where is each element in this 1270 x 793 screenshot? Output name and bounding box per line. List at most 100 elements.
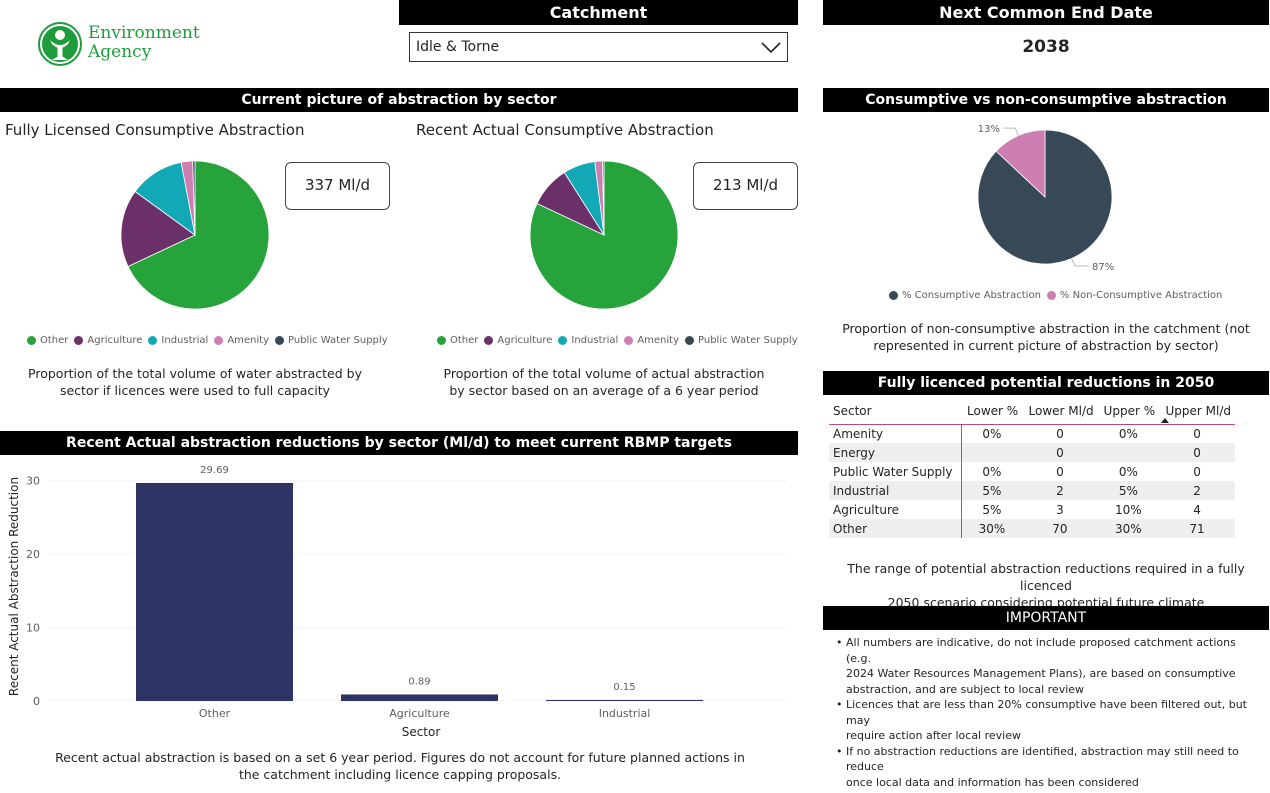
- pie-slice-agriculture[interactable]: [120, 190, 196, 268]
- table-column-header[interactable]: Sector: [829, 398, 962, 425]
- table-cell-value: 10%: [1115, 502, 1142, 517]
- licensed-kpi-card: 337 Ml/d: [285, 162, 390, 210]
- table-cell-sector: Other: [829, 519, 962, 538]
- table-cell-value: [961, 443, 1023, 462]
- important-note-line: If no abstraction reductions are identif…: [846, 744, 1239, 774]
- y-tick-label: 20: [26, 548, 40, 561]
- table-cell-value: 0%: [1118, 426, 1138, 441]
- reductions-2050-header: Fully licenced potential reductions in 2…: [823, 371, 1269, 395]
- important-note-line: All numbers are indicative, do not inclu…: [846, 636, 1236, 665]
- table-cell-value: 2: [1022, 481, 1098, 500]
- environment-agency-logo: Environment Agency: [38, 22, 208, 68]
- bar-other[interactable]: [136, 482, 293, 701]
- pie-slice-non-consumptive-abstraction[interactable]: [995, 129, 1046, 198]
- legend-marker-icon: [74, 336, 84, 345]
- bar-industrial[interactable]: [546, 699, 703, 701]
- table-cell-value: 0%: [1118, 464, 1138, 479]
- legend-item-label[interactable]: Public Water Supply: [288, 335, 388, 346]
- table-column-header[interactable]: Upper Ml/d: [1159, 398, 1235, 425]
- table-column-header[interactable]: Lower %: [961, 398, 1023, 425]
- important-note-line: abstraction, and are subject to local re…: [846, 682, 1085, 696]
- legend-item-label[interactable]: Amenity: [227, 335, 270, 346]
- legend-item-label[interactable]: Amenity: [637, 335, 680, 346]
- table-cell-value: [1097, 443, 1160, 462]
- table-cell-value: 30%: [961, 519, 1023, 538]
- important-note-line: If a licence has a “Hands off Flow” (HOF…: [846, 790, 1262, 793]
- important-note-item: If no abstraction reductions are identif…: [832, 744, 1262, 791]
- legend-item-label[interactable]: Agriculture: [87, 335, 143, 346]
- important-note-line: require action after local review: [846, 729, 1021, 742]
- table-column-header[interactable]: Lower Ml/d: [1022, 398, 1098, 425]
- legend-item-label[interactable]: Industrial: [571, 335, 619, 346]
- important-note-item: Licences that are less than 20% consumpt…: [832, 697, 1262, 744]
- table-row: Public Water Supply 0% 0 0% 0: [829, 462, 1235, 481]
- important-header: IMPORTANT: [823, 606, 1269, 630]
- sort-descending-icon[interactable]: [1161, 418, 1169, 423]
- table-row: Other 30% 70 30% 71: [829, 519, 1235, 538]
- actual-pie-legend: Other Agriculture Industrial Amenity Public …: [437, 335, 798, 346]
- table-cell-value: 0: [1056, 426, 1064, 441]
- pie-leader-line: [1002, 127, 1019, 136]
- consumptive-pie-chart: 87% 13%: [977, 124, 1114, 273]
- pie-slice-public-water-supply[interactable]: [602, 160, 605, 236]
- bar-chart-caption-line1: Recent actual abstraction is based on a …: [55, 750, 745, 765]
- legend-marker-icon: [148, 336, 158, 345]
- table-cell-value: 0%: [982, 464, 1002, 479]
- pie-leader-line: [1071, 258, 1090, 267]
- legend-marker-icon: [624, 336, 634, 345]
- important-note-item: All numbers are indicative, do not inclu…: [832, 635, 1262, 697]
- bar-chart-header: Recent Actual abstraction reductions by …: [0, 431, 798, 455]
- table-column-header[interactable]: Upper %: [1097, 398, 1160, 425]
- consumptive-caption-line2: represented in current picture of abstra…: [873, 338, 1219, 353]
- actual-chart-title: Recent Actual Consumptive Abstraction: [416, 121, 714, 139]
- reductions-2050-caption: The range of potential abstraction reduc…: [823, 560, 1269, 611]
- actual-caption-line1: Proportion of the total volume of actual…: [443, 366, 765, 381]
- important-note-item: If a licence has a “Hands off Flow” (HOF…: [832, 790, 1262, 793]
- end-date-header: Next Common End Date: [823, 0, 1269, 25]
- table-cell-sector: Agriculture: [829, 500, 962, 519]
- legend-marker-icon: [889, 291, 898, 300]
- licensed-caption-line2: sector if licences were used to full cap…: [59, 383, 331, 398]
- bar-chart-caption-line2: the catchment including licence capping …: [238, 767, 562, 782]
- table-cell-value: 5%: [982, 502, 1002, 517]
- legend-item-label[interactable]: Other: [450, 335, 479, 346]
- table-cell-value: 2: [1159, 481, 1235, 500]
- catchment-dropdown[interactable]: Idle & Torne: [409, 32, 788, 62]
- legend-item-label[interactable]: % Non-Consumptive Abstraction: [1059, 290, 1223, 301]
- bar-chart-caption: Recent actual abstraction is based on a …: [0, 749, 800, 783]
- important-note-line: 2024 Water Resources Management Plans), …: [846, 667, 1236, 680]
- legend-marker-icon: [214, 336, 224, 345]
- pie-slice-other[interactable]: [127, 160, 270, 310]
- consumptive-caption-line1: Proportion of non-consumptive abstractio…: [842, 321, 1250, 336]
- legend-item-label[interactable]: Public Water Supply: [698, 335, 798, 346]
- bar-data-label: 0.15: [613, 682, 635, 693]
- table-cell-value: 3: [1056, 502, 1064, 517]
- x-tick-label: Industrial: [599, 707, 651, 720]
- legend-item-label[interactable]: % Consumptive Abstraction: [902, 290, 1041, 301]
- current-picture-header: Current picture of abstraction by sector: [0, 88, 798, 112]
- end-date-value: 2038: [1022, 37, 1070, 57]
- y-axis-title: Recent Actual Abstraction Reduction: [7, 477, 21, 696]
- y-tick-label: 10: [26, 622, 40, 635]
- consumptive-header: Consumptive vs non-consumptive abstracti…: [823, 88, 1269, 112]
- legend-item-label[interactable]: Agriculture: [497, 335, 553, 346]
- y-tick-label: 30: [26, 475, 40, 488]
- bar-data-label: 0.89: [408, 676, 430, 687]
- catchment-selected-value: Idle & Torne: [416, 39, 500, 55]
- licensed-pie-chart: [120, 160, 270, 310]
- table-cell-value: 0: [1022, 443, 1098, 462]
- bar-agriculture[interactable]: [341, 694, 498, 701]
- licensed-caption-line1: Proportion of the total volume of water …: [28, 366, 362, 381]
- legend-marker-icon: [1046, 291, 1056, 300]
- legend-item-label[interactable]: Industrial: [161, 335, 209, 346]
- reductions-bar-chart: 0 10 20 30 Recent Actual Abstraction Reducti…: [7, 465, 790, 739]
- table-row: Energy 0 0: [829, 443, 1235, 462]
- table-cell-value: 5%: [1097, 481, 1160, 500]
- legend-item-label[interactable]: Other: [40, 335, 69, 346]
- table-cell-sector: Amenity: [829, 424, 962, 443]
- pie-slice-public-water-supply[interactable]: [192, 160, 196, 236]
- chevron-down-icon: [761, 42, 781, 54]
- reductions-2050-table: Sector Lower % Lower Ml/d Upper % Upper Ml/d…: [829, 398, 1235, 538]
- actual-kpi-card: 213 Ml/d: [693, 162, 798, 210]
- important-note-line: Licences that are less than 20% consumpt…: [846, 698, 1247, 727]
